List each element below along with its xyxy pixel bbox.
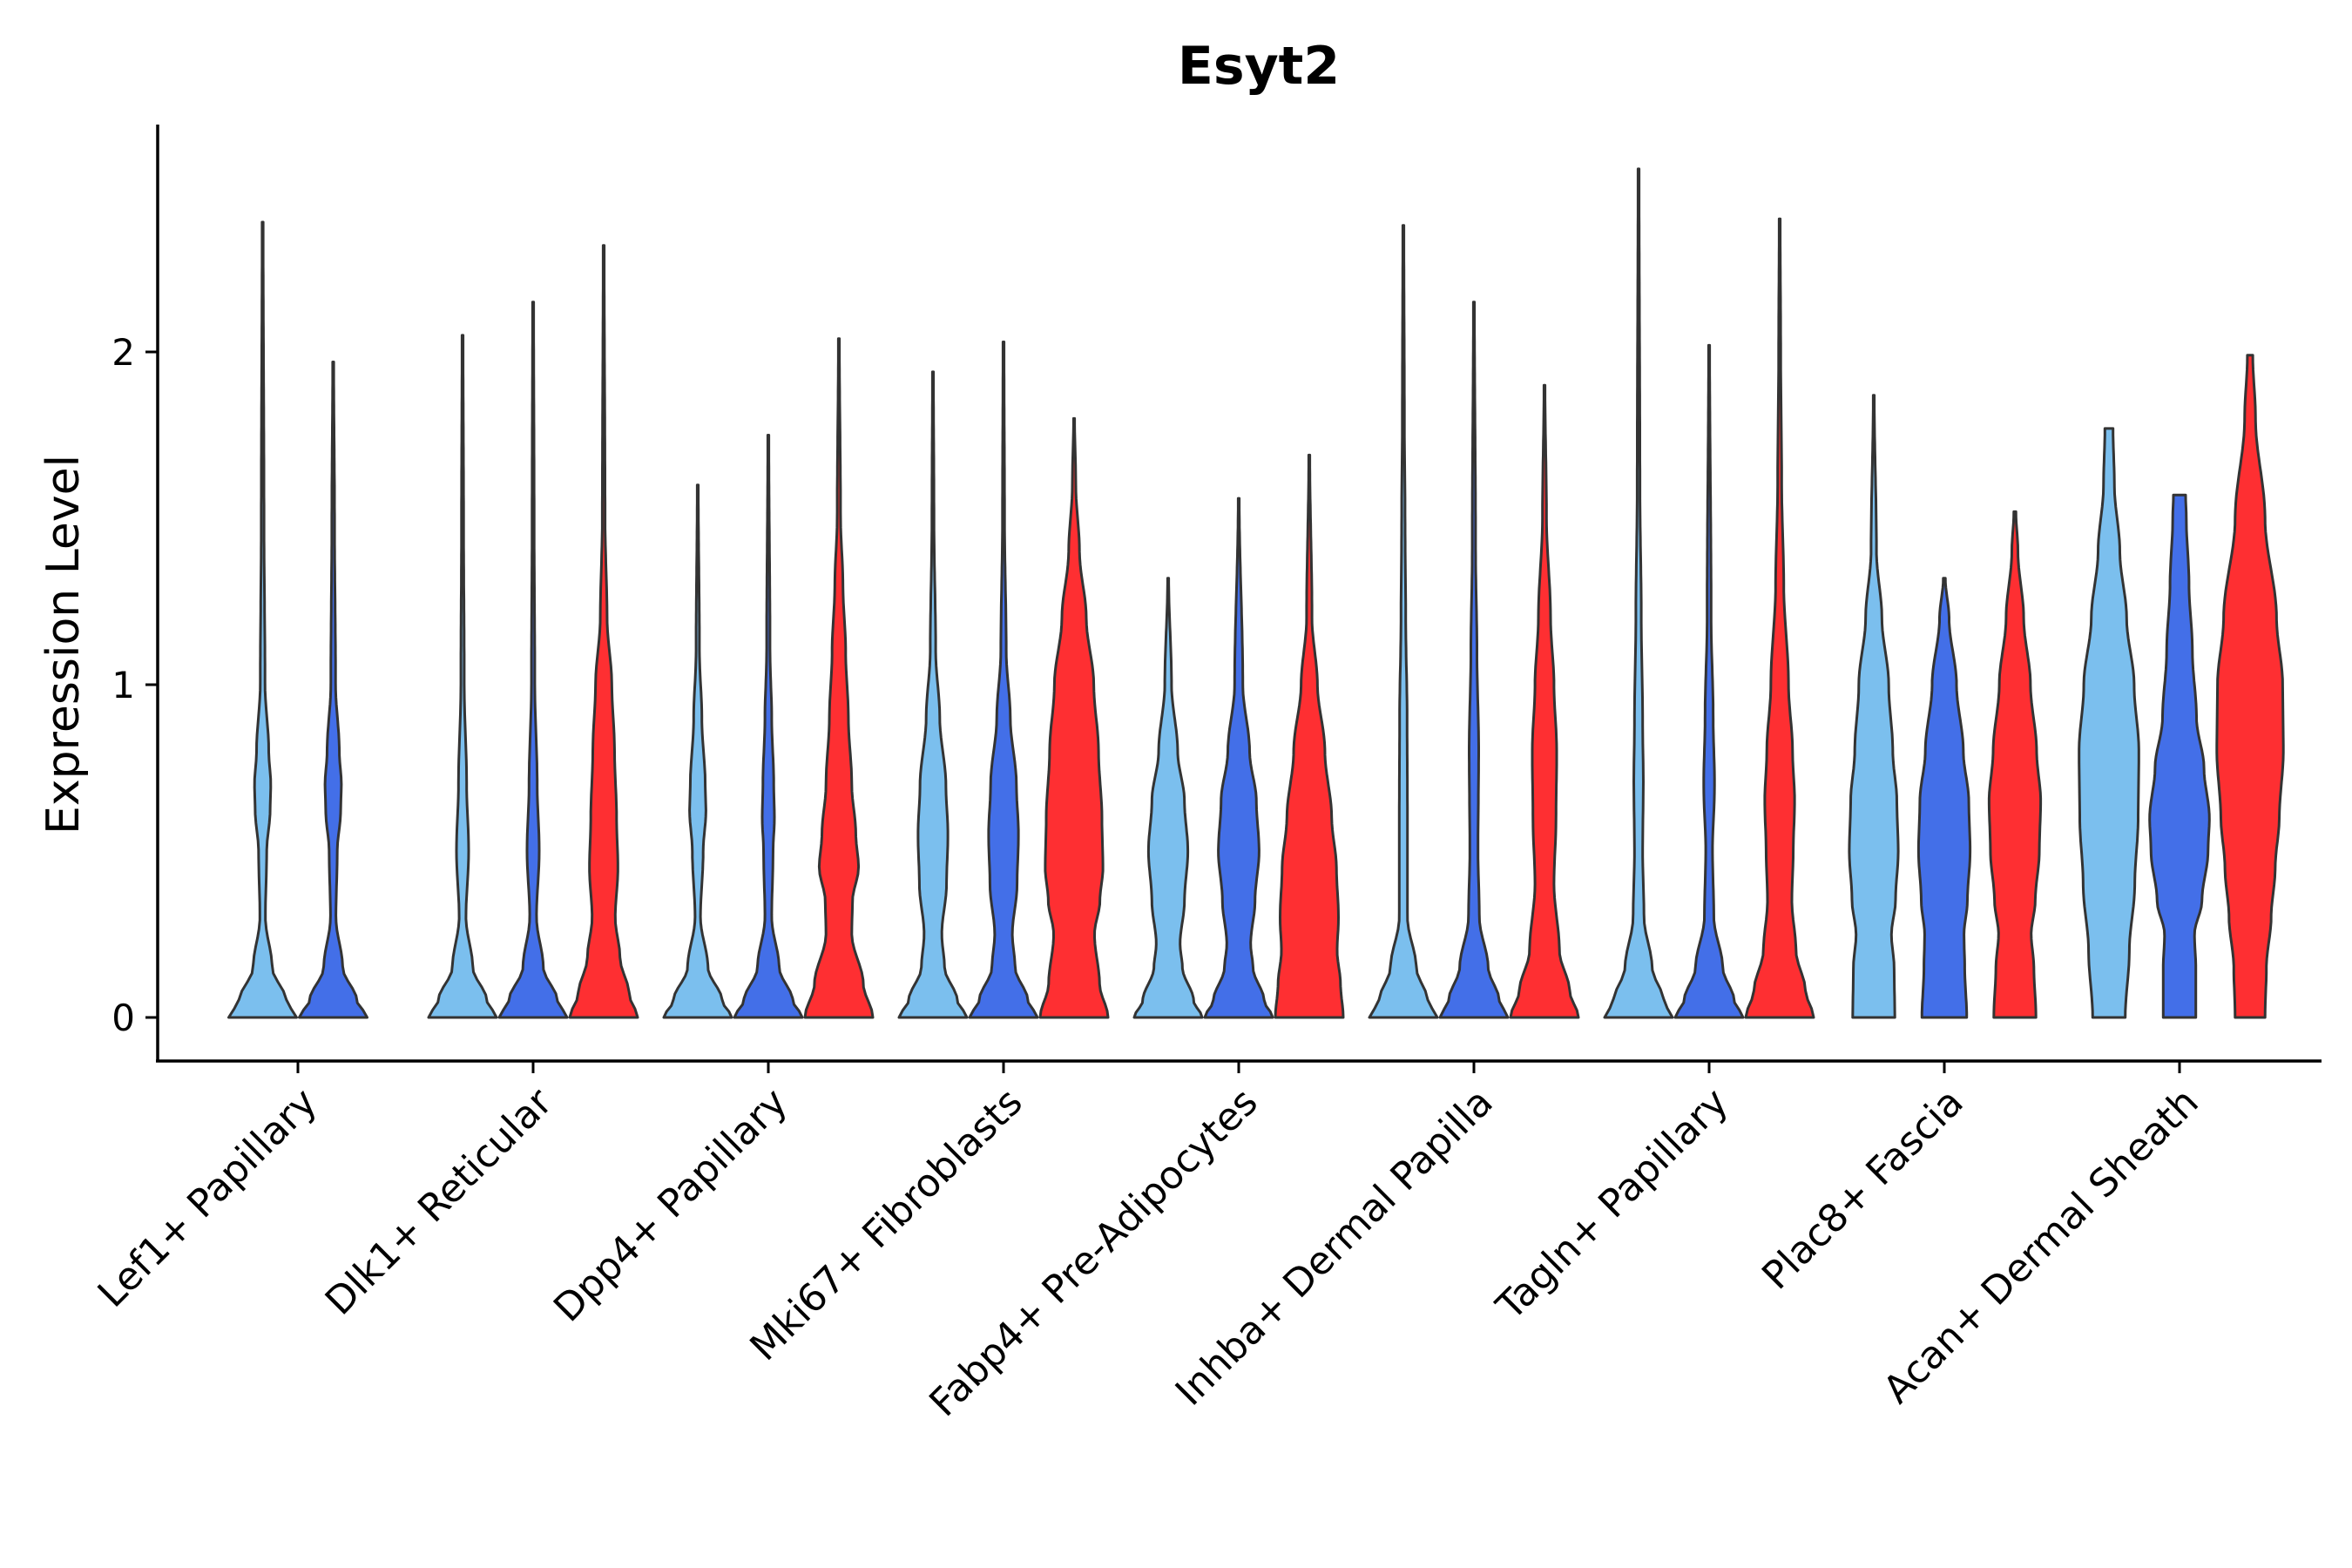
violin-2-1: [733, 434, 804, 1019]
violin-2-0: [662, 483, 733, 1019]
violins-layer: [227, 167, 2285, 1019]
violin-5-1: [1438, 301, 1510, 1019]
violin-6-0: [1603, 167, 1674, 1019]
violin-0-1: [298, 361, 368, 1019]
violin-1-0: [427, 334, 498, 1019]
violin-3-0: [897, 370, 969, 1019]
violin-4-1: [1203, 497, 1274, 1019]
y-tick-label: 1: [112, 664, 135, 706]
x-tick-label: Plac8+ Fascia: [1754, 1080, 1972, 1299]
chart-title: Esyt2: [1178, 36, 1340, 97]
violin-1-2: [568, 244, 639, 1019]
x-tick-label: Tagln+ Papillary: [1488, 1080, 1737, 1329]
violin-7-0: [1848, 394, 1900, 1019]
y-tick-label: 0: [112, 997, 135, 1039]
violin-1-1: [497, 301, 569, 1019]
violin-3-2: [1038, 416, 1110, 1019]
violin-8-2: [2215, 354, 2285, 1019]
violin-3-1: [968, 341, 1039, 1019]
y-tick-label: 2: [112, 331, 135, 374]
violin-7-2: [1987, 510, 2043, 1019]
violin-8-1: [2148, 493, 2211, 1019]
violin-5-0: [1368, 224, 1439, 1019]
violin-2-2: [803, 337, 875, 1019]
x-tick-label: Lef1+ Papillary: [90, 1080, 326, 1316]
violin-4-0: [1132, 577, 1204, 1019]
violin-6-1: [1673, 343, 1745, 1019]
x-tick-label: Dlk1+ Reticular: [317, 1079, 562, 1324]
violin-0-0: [227, 220, 298, 1019]
violin-5-2: [1509, 383, 1580, 1019]
y-axis-label: Expression Level: [37, 455, 90, 835]
violin-4-2: [1274, 453, 1345, 1019]
violin-6-2: [1744, 217, 1815, 1019]
violin-8-0: [2078, 427, 2140, 1019]
violin-7-1: [1916, 577, 1972, 1019]
y-ticks-layer: 0 1 2: [112, 331, 158, 1039]
x-tick-label: Dpp4+ Papillary: [545, 1080, 796, 1331]
